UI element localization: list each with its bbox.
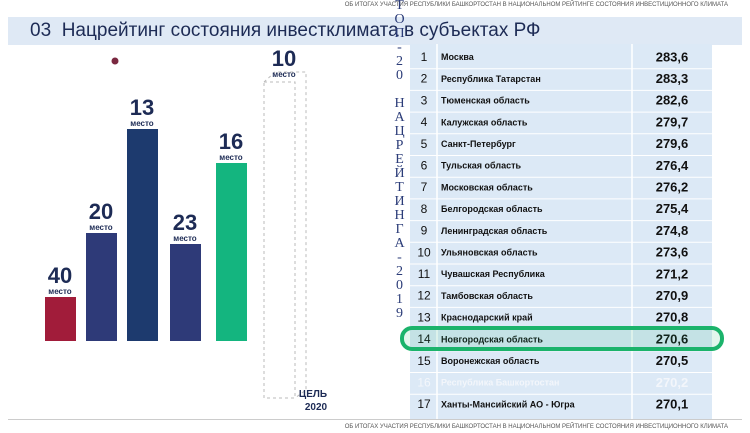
rank-cell: 9 bbox=[421, 224, 428, 238]
section-number: 03 bbox=[30, 20, 52, 41]
region-cell: Санкт-Петербург bbox=[441, 139, 516, 149]
rank-unit: место bbox=[173, 234, 197, 243]
score-cell: 270,9 bbox=[656, 288, 689, 303]
bar bbox=[216, 163, 247, 341]
score-cell: 270,6 bbox=[656, 331, 689, 346]
rank-cell: 3 bbox=[421, 93, 428, 107]
score-cell: 276,2 bbox=[656, 179, 689, 194]
region-cell: Тюменская область bbox=[441, 96, 530, 106]
rank-unit: место bbox=[130, 119, 154, 128]
rank-cell: 4 bbox=[421, 115, 428, 129]
rank-cell: 11 bbox=[418, 267, 431, 281]
rank-number: 16 bbox=[219, 129, 243, 154]
region-cell: Москва bbox=[441, 52, 475, 62]
region-cell: Белгородская область bbox=[441, 204, 543, 214]
region-cell: Воронежская область bbox=[441, 356, 540, 366]
slide-title: 03 Нацрейтинг состояния инвестклимата в … bbox=[30, 20, 541, 42]
goal-rank: 10 bbox=[272, 46, 296, 71]
region-cell: Чувашская Республика bbox=[441, 269, 546, 279]
footer-rule bbox=[8, 419, 742, 420]
title-text: Нацрейтинг состояния инвестклимата в суб… bbox=[61, 20, 541, 41]
rating-table: 1 Москва 283,6 2 Республика Татарстан 283,3 3 Т… bbox=[410, 49, 712, 411]
region-cell: Республика Татарстан bbox=[441, 74, 541, 84]
rank-cell: 14 bbox=[417, 332, 431, 346]
score-cell: 270,8 bbox=[656, 310, 689, 325]
rank-unit: место bbox=[219, 153, 243, 162]
highlight bbox=[400, 326, 724, 351]
rank-number: 40 bbox=[48, 263, 72, 288]
rank-cell: 17 bbox=[417, 397, 431, 411]
rank-cell: 10 bbox=[417, 245, 431, 259]
score-cell: 276,4 bbox=[656, 158, 689, 173]
region-cell: Республика Башкортостан bbox=[441, 378, 559, 388]
region-cell: Новгородская область bbox=[441, 334, 543, 344]
rank-cell: 12 bbox=[417, 289, 431, 303]
rank-cell: 5 bbox=[421, 137, 428, 151]
bar bbox=[170, 244, 201, 341]
bar bbox=[127, 129, 158, 341]
rank-cell: 13 bbox=[417, 310, 431, 324]
rank-cell: 7 bbox=[421, 180, 428, 194]
goal-label: ЦЕЛЬ bbox=[299, 389, 327, 400]
rank-number: 20 bbox=[89, 199, 113, 224]
side-title: ТОП-20 НАЦРЕЙТИНГА-2019 bbox=[392, 0, 407, 320]
rank-cell: 16 bbox=[417, 376, 431, 390]
region-cell: Московская область bbox=[441, 182, 533, 192]
score-cell: 283,3 bbox=[656, 71, 689, 86]
bar bbox=[45, 297, 76, 341]
goal-label: 2020 bbox=[305, 402, 328, 413]
dot bbox=[111, 57, 119, 65]
rank-number: 23 bbox=[173, 210, 197, 235]
region-cell: Ханты-Мансийский АО - Югра bbox=[441, 399, 576, 409]
goal-bar-side bbox=[263, 71, 307, 399]
goal-bar bbox=[263, 81, 296, 399]
score-cell: 279,6 bbox=[656, 136, 689, 151]
region-cell: Тамбовская область bbox=[441, 291, 533, 301]
region-cell: Краснодарский край bbox=[441, 313, 533, 323]
score-cell: 270,1 bbox=[656, 396, 689, 411]
region-cell: Тульская область bbox=[441, 161, 522, 171]
score-cell: 275,4 bbox=[656, 201, 689, 216]
score-cell: 279,7 bbox=[656, 114, 689, 129]
region-cell: Ульяновская область bbox=[441, 248, 538, 258]
score-cell: 282,6 bbox=[656, 93, 689, 108]
rank-cell: 2 bbox=[421, 72, 428, 86]
score-cell: 283,6 bbox=[656, 49, 689, 64]
score-cell: 270,2 bbox=[656, 375, 689, 390]
table-background bbox=[410, 44, 712, 420]
rank-cell: 1 bbox=[421, 50, 428, 64]
footer: ОБ ИТОГАХ УЧАСТИЯ РЕСПУБЛИКИ БАШКОРТОСТА… bbox=[344, 424, 728, 430]
score-cell: 270,5 bbox=[656, 353, 689, 368]
rank-cell: 8 bbox=[421, 202, 428, 216]
rank-unit: место bbox=[48, 287, 72, 296]
rank-number: 13 bbox=[130, 95, 154, 120]
region-cell: Калужская область bbox=[441, 117, 528, 127]
title-band bbox=[8, 17, 742, 45]
score-cell: 271,2 bbox=[656, 266, 689, 281]
score-cell: 273,6 bbox=[656, 245, 689, 260]
region-cell: Ленинградская область bbox=[441, 226, 548, 236]
rank-cell: 15 bbox=[417, 354, 431, 368]
goal-unit: место bbox=[272, 70, 296, 79]
bar bbox=[86, 233, 117, 341]
rank-unit: место bbox=[89, 223, 113, 232]
rank-cell: 6 bbox=[421, 159, 428, 173]
top-caption: ОБ ИТОГАХ УЧАСТИЯ РЕСПУБЛИКИ БАШКОРТОСТА… bbox=[344, 2, 728, 8]
score-cell: 274,8 bbox=[656, 223, 689, 238]
